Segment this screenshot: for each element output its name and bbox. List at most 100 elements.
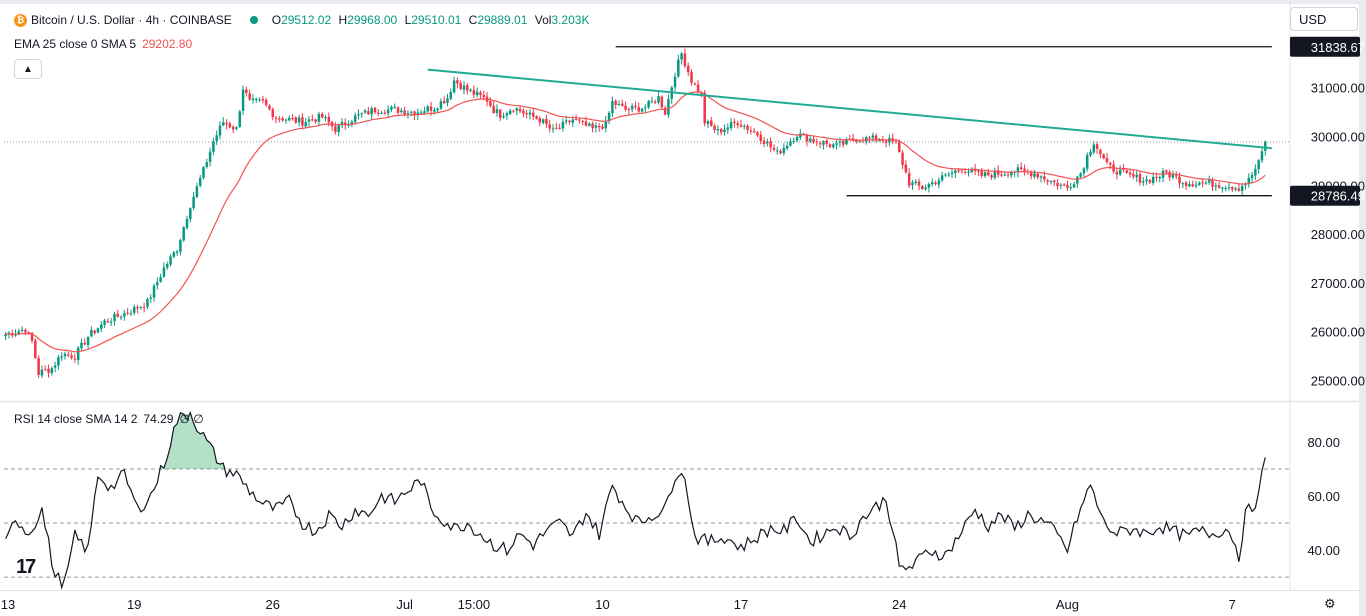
- candle-body: [1082, 168, 1086, 174]
- candle-body: [47, 368, 50, 373]
- candle-body: [601, 126, 604, 129]
- candle-body: [409, 111, 413, 113]
- candle-body: [169, 256, 172, 265]
- high-value: 29968.00: [347, 13, 398, 27]
- candle-body: [1184, 182, 1188, 186]
- candle-body: [515, 108, 519, 111]
- candle-body: [855, 140, 858, 143]
- candle-body: [756, 132, 759, 136]
- tradingview-logo-icon[interactable]: 17: [16, 556, 36, 578]
- candle-body: [634, 106, 637, 108]
- chevron-up-icon: ▲: [23, 63, 33, 75]
- candle-body: [868, 137, 871, 139]
- rsi-overbought-fill: [160, 412, 227, 469]
- candle-body: [597, 125, 601, 128]
- candle-body: [383, 112, 387, 114]
- candle-body: [278, 118, 281, 120]
- candle-body: [746, 125, 749, 130]
- candle-body: [690, 71, 693, 83]
- candle-body: [442, 101, 446, 104]
- candle-body: [90, 330, 93, 337]
- candle-body: [452, 80, 456, 93]
- candle-body: [251, 98, 255, 101]
- candle-body: [489, 101, 492, 106]
- gear-icon[interactable]: ⚙: [1324, 596, 1336, 611]
- open-value: 29512.02: [281, 13, 332, 27]
- candle-body: [113, 313, 116, 322]
- candle-body: [522, 110, 525, 114]
- time-tick-label: Jul: [396, 597, 413, 612]
- candle-body: [564, 120, 568, 122]
- ema-legend[interactable]: EMA 25 close 0 SMA 5 29202.80: [14, 37, 192, 51]
- candle-body: [1231, 187, 1234, 190]
- candle-body: [479, 92, 482, 95]
- candle-body: [433, 109, 436, 112]
- candle-body: [686, 65, 690, 73]
- candle-body: [950, 172, 954, 175]
- close-value: 29889.01: [477, 13, 528, 27]
- candle-body: [350, 121, 354, 125]
- candle-body: [182, 227, 185, 241]
- candle-body: [208, 151, 212, 162]
- candle-body: [805, 134, 809, 142]
- candle-body: [248, 93, 251, 100]
- symbol-title[interactable]: Bitcoin / U.S. Dollar · 4h · COINBASE: [31, 13, 232, 27]
- candle-body: [419, 112, 423, 114]
- candle-body: [512, 110, 515, 112]
- candle-body: [1214, 185, 1218, 187]
- candle-body: [482, 94, 486, 98]
- candle-body: [274, 117, 278, 119]
- candle-body: [245, 89, 248, 93]
- candle-body: [57, 357, 60, 366]
- candle-body: [202, 167, 205, 179]
- candle-body: [555, 127, 558, 129]
- candle-body: [1056, 182, 1059, 187]
- candle-body: [1207, 179, 1211, 183]
- rsi-extra: ∅ ∅: [179, 412, 204, 426]
- candle-body: [34, 340, 37, 358]
- candle-body: [1006, 174, 1010, 176]
- candle-body: [1003, 174, 1007, 176]
- candle-body: [657, 96, 660, 103]
- candle-body: [271, 109, 274, 118]
- candle-body: [198, 178, 202, 186]
- candle-body: [24, 329, 27, 333]
- candle-body: [80, 342, 83, 349]
- candle-body: [70, 355, 73, 358]
- bitcoin-icon: ₿: [14, 13, 27, 27]
- candle-body: [528, 112, 532, 115]
- candle-body: [630, 105, 634, 110]
- candle-body: [63, 353, 67, 357]
- ema-value: 29202.80: [142, 37, 193, 51]
- rsi-legend[interactable]: RSI 14 close SMA 14 2 74.29 ∅ ∅: [14, 412, 204, 426]
- collapse-legend-button[interactable]: ▲: [14, 59, 42, 79]
- candle-body: [535, 116, 538, 119]
- candle-body: [96, 328, 100, 333]
- low-value: 29510.01: [411, 13, 462, 27]
- candle-body: [1020, 167, 1023, 169]
- candle-body: [255, 98, 258, 100]
- candle-body: [795, 136, 799, 141]
- candle-body: [1066, 184, 1069, 188]
- candle-body: [759, 134, 763, 141]
- currency-select[interactable]: USD: [1290, 7, 1358, 31]
- candle-body: [456, 80, 459, 84]
- candle-body: [1260, 151, 1264, 161]
- candle-body: [340, 121, 344, 126]
- candle-body: [812, 139, 815, 142]
- candle-body: [627, 109, 631, 111]
- ohlc-values: O29512.02 H29968.00 L29510.01 C29889.01 …: [271, 13, 590, 27]
- candle-body: [874, 135, 878, 141]
- candle-body: [1138, 174, 1142, 183]
- candle-body: [983, 172, 987, 177]
- candle-body: [502, 116, 505, 118]
- candle-body: [614, 100, 617, 105]
- candle-body: [1043, 176, 1046, 180]
- candle-body: [1085, 155, 1089, 169]
- candle-body: [116, 313, 120, 317]
- candle-body: [607, 112, 611, 122]
- candle-body: [360, 113, 364, 115]
- candle-body: [996, 170, 1000, 175]
- candle-body: [644, 107, 647, 109]
